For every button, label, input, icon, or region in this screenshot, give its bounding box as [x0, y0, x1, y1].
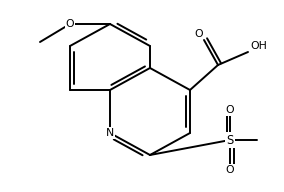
Text: OH: OH: [250, 41, 267, 51]
Text: O: O: [66, 19, 74, 29]
Text: N: N: [106, 128, 114, 138]
Text: O: O: [194, 29, 203, 39]
Text: O: O: [226, 105, 234, 115]
Text: S: S: [226, 133, 234, 146]
Text: O: O: [226, 165, 234, 175]
